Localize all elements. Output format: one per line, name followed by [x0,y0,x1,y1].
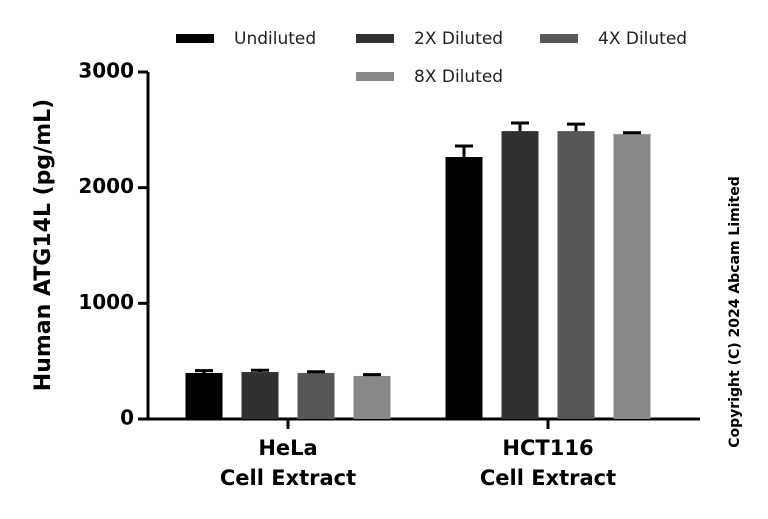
y-tick-label: 0 [120,406,134,430]
y-tick-label: 2000 [78,174,134,198]
bar [353,375,391,419]
error-bar [567,122,585,132]
error-bar [307,370,325,374]
bar [613,134,651,419]
bar [185,372,223,419]
error-bar [251,368,269,373]
y-tick-label: 1000 [78,290,134,314]
legend-label: 4X Diluted [598,29,687,49]
legend-swatch [176,34,214,43]
error-bar [363,373,381,377]
x-tick-label: HeLa Cell Extract [219,436,357,490]
bar [445,157,483,419]
bar [557,131,595,420]
x-tick-label: HCT116 Cell Extract [479,436,617,490]
bar [241,372,279,419]
legend-swatch [540,34,578,43]
y-axis-label: Human ATG14L (pg/mL) [31,99,56,391]
error-bar [455,144,473,158]
bar [297,372,335,419]
legend-label: 2X Diluted [414,29,503,49]
error-bar [511,121,529,132]
legend-label: Undiluted [234,29,316,49]
error-bar [195,369,213,373]
copyright: Copyright (C) 2024 Abcam Limited [727,176,743,447]
legend-swatch [356,72,394,81]
y-tick-label: 3000 [78,59,134,83]
error-bar [623,131,641,135]
legend-label: 8X Diluted [414,67,503,87]
legend-swatch [356,34,394,43]
bar [501,131,539,420]
